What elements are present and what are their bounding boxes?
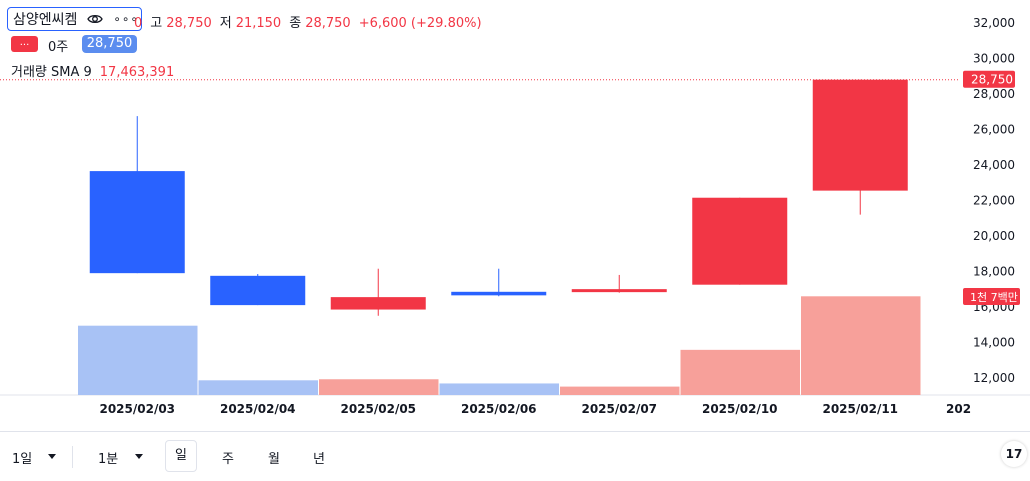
x-tick-label: 2025/02/03 bbox=[99, 402, 175, 416]
period-month-button[interactable]: 월 bbox=[268, 452, 280, 467]
x-tick-label: 2025/02/04 bbox=[220, 402, 296, 416]
candle-body bbox=[812, 79, 908, 191]
y-tick-label: 32,000 bbox=[973, 16, 1015, 30]
close-label: 종 bbox=[289, 16, 302, 31]
candle-body bbox=[571, 289, 667, 293]
high-label: 고 bbox=[150, 16, 163, 31]
chevron-down-icon[interactable] bbox=[135, 454, 143, 459]
toolbar-divider bbox=[72, 446, 73, 468]
y-tick-label: 14,000 bbox=[973, 336, 1015, 350]
symbol-selector[interactable]: 삼양엔씨켐 ∘∘∘ bbox=[7, 7, 142, 31]
y-tick-label: 24,000 bbox=[973, 158, 1015, 172]
order-quantity: 0주 bbox=[48, 40, 69, 55]
last-price-marker bbox=[963, 70, 1015, 88]
volume-indicator-name: 거래량 SMA 9 bbox=[11, 65, 92, 80]
bottom-toolbar: 1일 1분 일 주 월 년 bbox=[0, 431, 1030, 481]
candle-body bbox=[451, 291, 547, 296]
y-tick-label: 28,000 bbox=[973, 87, 1015, 101]
chevron-down-icon[interactable] bbox=[48, 454, 56, 459]
x-tick-label: 2025/02/07 bbox=[581, 402, 657, 416]
x-tick-label: 2025/02/10 bbox=[702, 402, 778, 416]
y-tick-label: 18,000 bbox=[973, 265, 1015, 279]
volume-bar bbox=[680, 349, 800, 395]
more-icon[interactable]: ∘∘∘ bbox=[113, 12, 139, 26]
change-value: +6,600 (+29.80%) bbox=[358, 16, 482, 31]
period-week-button[interactable]: 주 bbox=[222, 452, 234, 467]
volume-bar bbox=[439, 383, 559, 395]
price-chart[interactable]: 12,00014,00016,00018,00020,00022,00024,0… bbox=[0, 0, 1030, 431]
order-side-tag[interactable]: ... bbox=[11, 36, 38, 52]
x-tick-label: 2025/02/11 bbox=[822, 402, 898, 416]
candle-body bbox=[89, 171, 185, 274]
y-tick-label: 22,000 bbox=[973, 194, 1015, 208]
interval-select-1[interactable]: 1일 bbox=[12, 452, 33, 467]
high-value: 28,750 bbox=[166, 16, 212, 31]
candle-body bbox=[210, 275, 306, 306]
ohlc-legend: 0 고 28,750 저 21,150 종 28,750 +6,600 (+29.80%) bbox=[134, 12, 490, 31]
tradingview-logo[interactable]: 17 bbox=[1001, 441, 1027, 467]
volume-legend: 거래량 SMA 9 17,463,391 bbox=[11, 61, 174, 80]
eye-icon[interactable] bbox=[87, 11, 104, 27]
volume-bar bbox=[560, 386, 680, 395]
low-label: 저 bbox=[219, 16, 232, 31]
period-year-button[interactable]: 년 bbox=[313, 452, 325, 467]
candle-body bbox=[692, 197, 788, 285]
interval-select-2[interactable]: 1분 bbox=[98, 452, 119, 467]
last-volume-label: 1천 7백만 bbox=[970, 290, 1018, 304]
volume-indicator-value: 17,463,391 bbox=[99, 65, 175, 80]
y-tick-label: 12,000 bbox=[973, 371, 1015, 385]
x-tick-label-cut: 202 bbox=[946, 402, 971, 416]
x-tick-label: 2025/02/05 bbox=[340, 402, 416, 416]
period-day-button[interactable]: 일 bbox=[165, 440, 197, 472]
order-price-pill[interactable]: 28,750 bbox=[82, 35, 137, 53]
open-value: 0 bbox=[134, 16, 143, 31]
y-tick-label: 30,000 bbox=[973, 52, 1015, 66]
y-tick-label: 20,000 bbox=[973, 229, 1015, 243]
last-price-label: 28,750 bbox=[971, 73, 1013, 87]
close-value: 28,750 bbox=[305, 16, 351, 31]
last-volume-marker bbox=[963, 288, 1020, 305]
y-tick-label: 26,000 bbox=[973, 123, 1015, 137]
x-tick-label: 2025/02/06 bbox=[461, 402, 537, 416]
volume-bar bbox=[78, 325, 198, 395]
volume-bar bbox=[198, 380, 318, 395]
candle-body bbox=[330, 297, 426, 310]
symbol-name: 삼양엔씨켐 bbox=[13, 12, 78, 28]
volume-bar bbox=[801, 296, 921, 395]
low-value: 21,150 bbox=[235, 16, 282, 31]
volume-bar bbox=[319, 379, 439, 395]
